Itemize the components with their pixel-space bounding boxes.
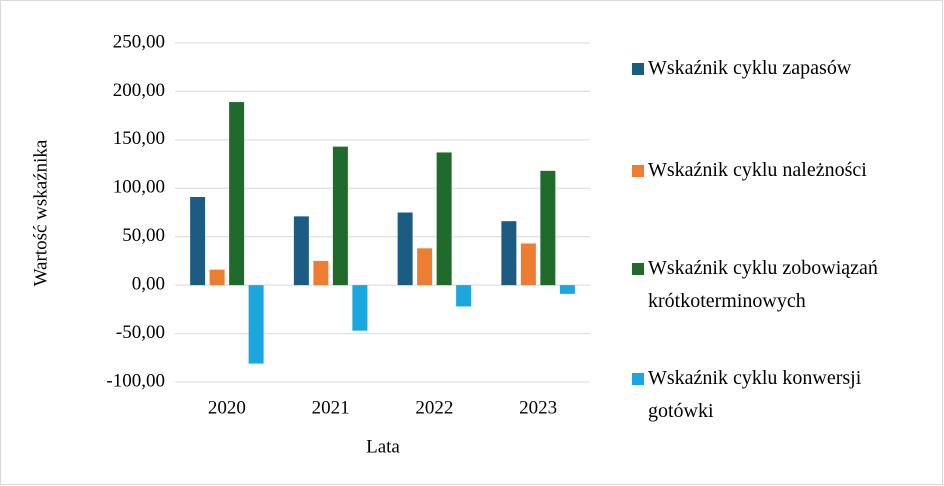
bar <box>229 102 245 286</box>
bar <box>417 248 433 286</box>
legend-label: Wskaźnik cyklu zobowiązań krótkoterminow… <box>648 257 878 312</box>
legend-label: Wskaźnik cyklu konwersji gotówki <box>648 367 862 422</box>
legend-swatch <box>632 165 644 177</box>
x-tick-label: 2023 <box>519 397 557 418</box>
legend-label: Wskaźnik cyklu zapasów <box>648 57 852 79</box>
legend-swatch <box>632 263 644 275</box>
bar <box>352 285 368 331</box>
bar <box>313 260 329 286</box>
legend-item: Wskaźnik cyklu konwersji gotówki <box>632 362 932 428</box>
bar <box>332 146 348 286</box>
bar <box>520 243 536 286</box>
legend-item: Wskaźnik cyklu zapasów <box>632 52 932 85</box>
bar <box>397 212 413 286</box>
y-tick-label: 250,00 <box>113 31 165 52</box>
legend-swatch <box>632 63 644 75</box>
x-tick-label: 2020 <box>208 397 246 418</box>
legend-item: Wskaźnik cyklu należności <box>632 154 932 187</box>
bar <box>293 216 309 286</box>
y-tick-label: 50,00 <box>122 225 165 246</box>
y-tick-label: 200,00 <box>113 80 165 101</box>
bar <box>248 285 264 364</box>
y-tick-label: 100,00 <box>113 177 165 198</box>
bar <box>456 285 472 307</box>
bar <box>209 269 225 286</box>
y-tick-label: -100,00 <box>106 370 165 391</box>
x-axis-title: Lata <box>366 436 400 457</box>
y-axis-title: Wartość wskaźnika <box>30 139 51 286</box>
bar <box>540 170 556 286</box>
legend-swatch <box>632 373 644 385</box>
legend-item: Wskaźnik cyklu zobowiązań krótkoterminow… <box>632 252 932 318</box>
y-tick-label: 150,00 <box>113 128 165 149</box>
bar <box>190 197 206 286</box>
bar <box>501 221 517 286</box>
x-tick-label: 2021 <box>312 397 350 418</box>
y-tick-label: 0,00 <box>132 274 165 295</box>
y-tick-label: -50,00 <box>116 322 165 343</box>
x-tick-label: 2022 <box>415 397 453 418</box>
bar <box>559 285 575 294</box>
legend-label: Wskaźnik cyklu należności <box>648 159 867 181</box>
bar <box>436 152 452 286</box>
